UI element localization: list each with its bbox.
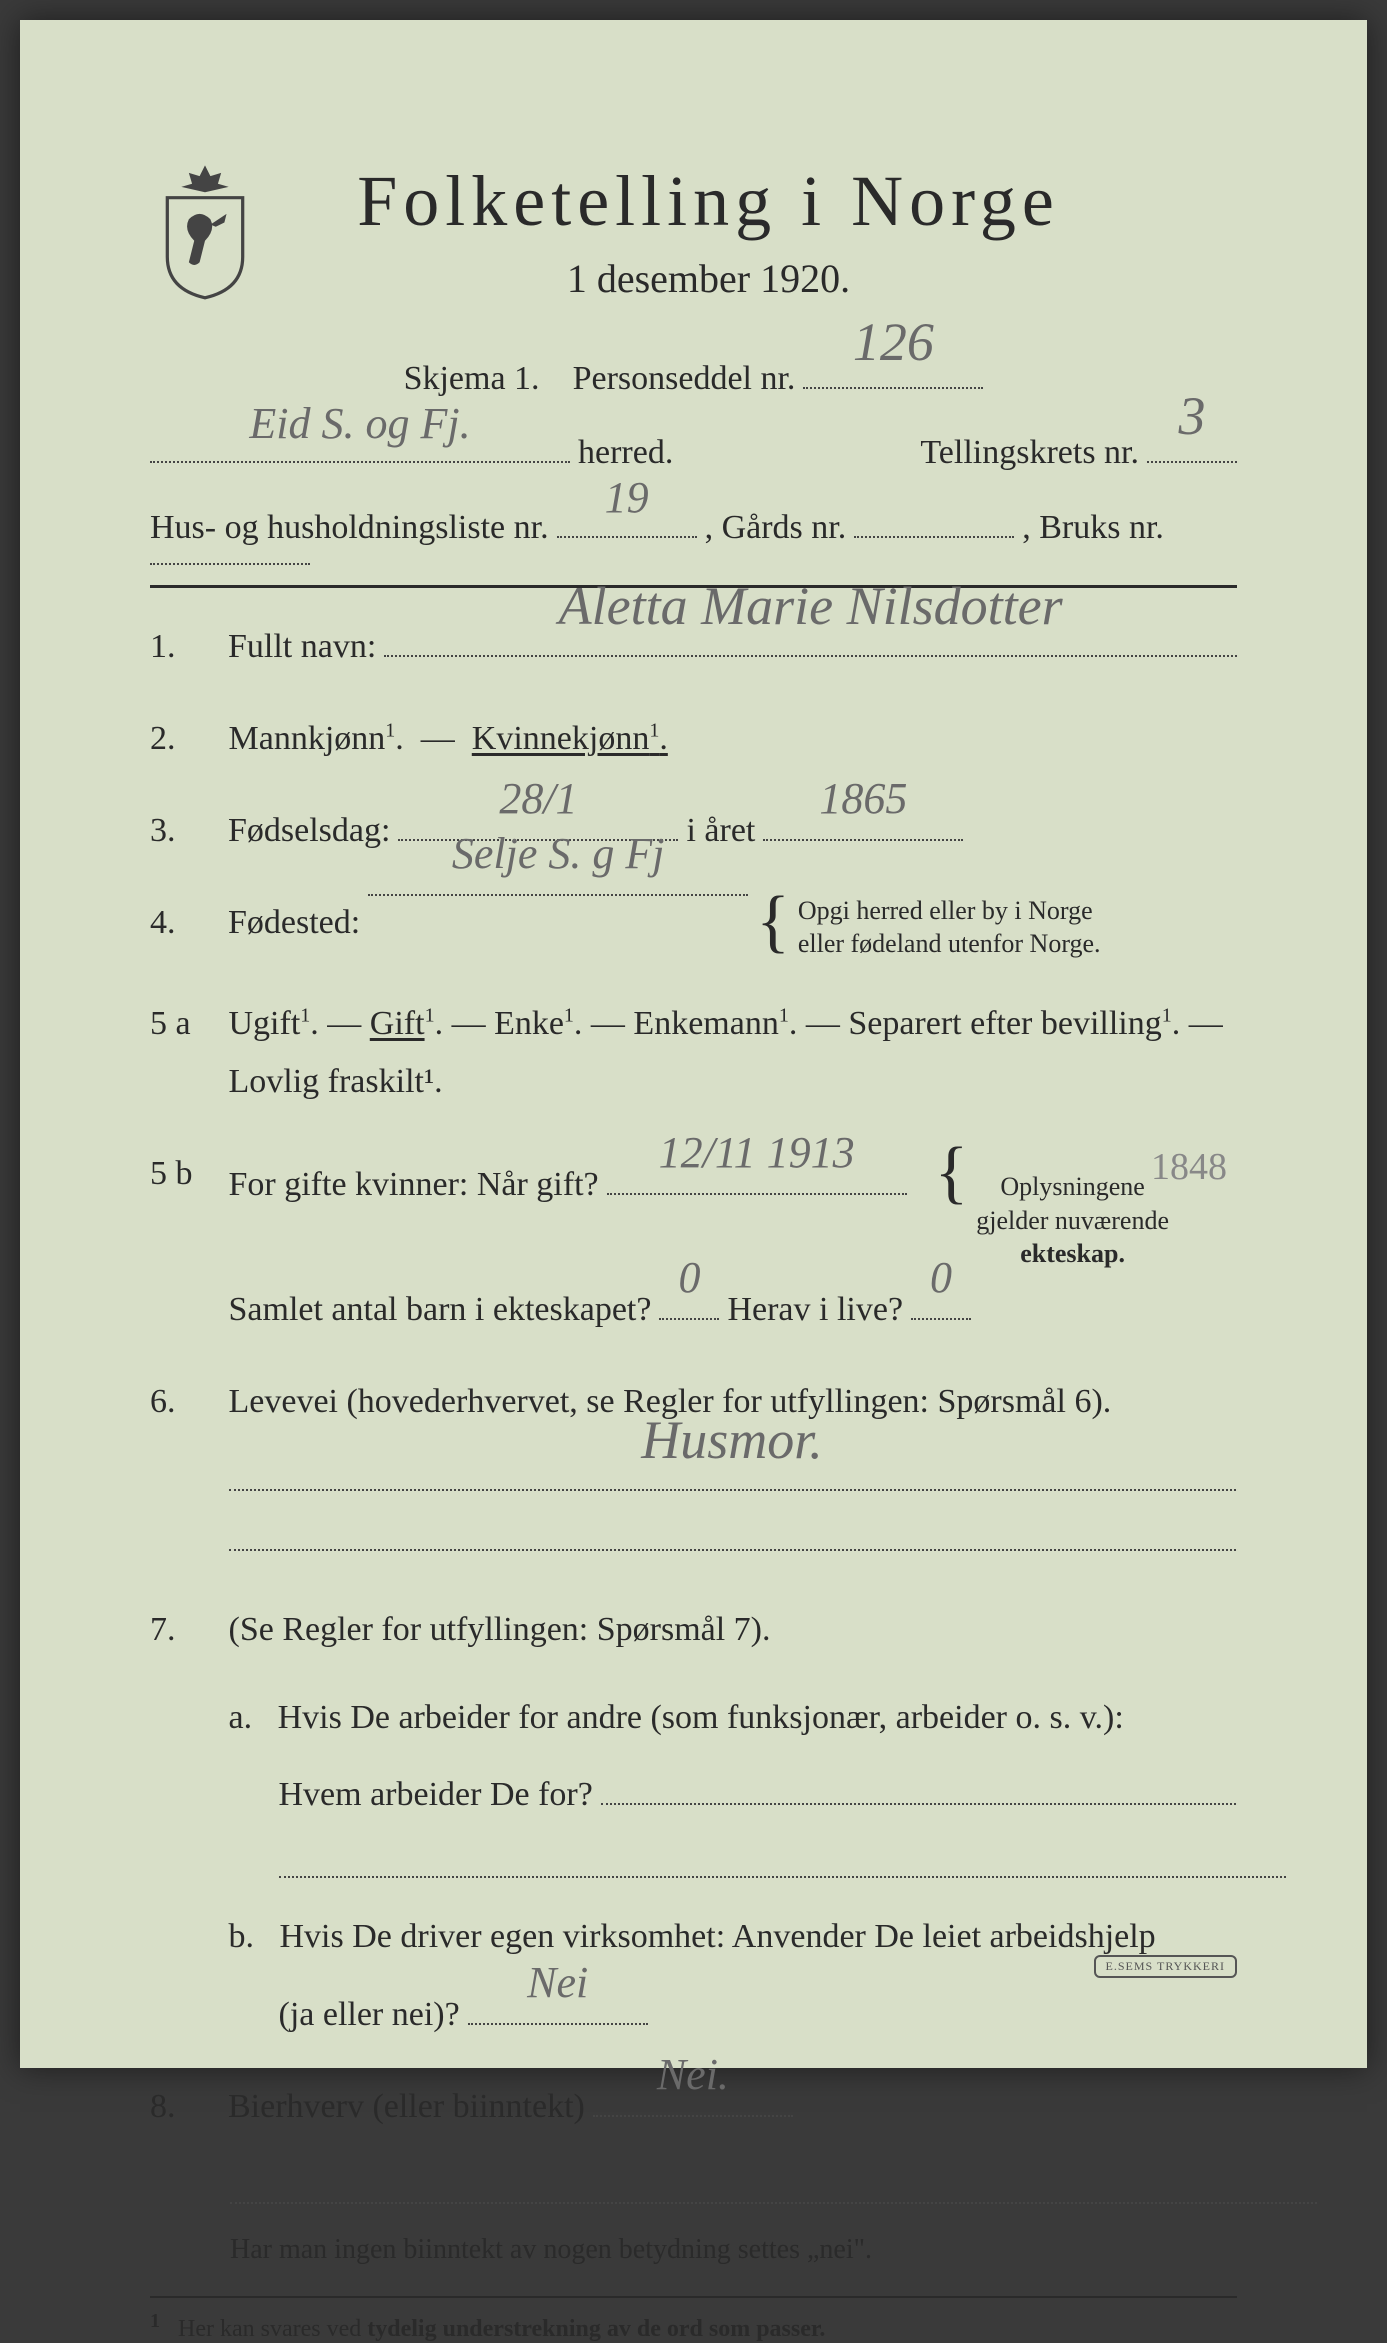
husliste-field: 19 bbox=[557, 536, 697, 538]
q7b-text: Hvis De driver egen virksomhet: Anvender… bbox=[280, 1918, 1156, 1955]
q8-row: 8. Bierhverv (eller biinntekt) Nei. bbox=[150, 2078, 1237, 2136]
title-block: Folketelling i Norge 1 desember 1920. bbox=[290, 160, 1237, 302]
q7b-line2: (ja eller nei)? Nei bbox=[279, 1986, 1236, 2044]
q3-year-field: 1865 bbox=[763, 839, 963, 841]
footnote-divider bbox=[150, 2296, 1237, 2298]
q2-mann: Mannkjønn1. bbox=[229, 720, 404, 757]
coat-of-arms-icon bbox=[150, 160, 260, 300]
tellingskrets-field: 3 bbox=[1147, 461, 1237, 463]
tellingskrets-value: 3 bbox=[1147, 373, 1237, 459]
q7-row: 7. (Se Regler for utfyllingen: Spørsmål … bbox=[150, 1601, 1237, 2044]
q1-label: Fullt navn: bbox=[228, 618, 376, 676]
q7b-label: b. bbox=[229, 1918, 255, 1955]
personseddel-label: Personseddel nr. bbox=[573, 352, 796, 406]
brace-icon: { bbox=[756, 894, 790, 950]
census-form-page: Folketelling i Norge 1 desember 1920. Sk… bbox=[20, 20, 1367, 2068]
q1-value: Aletta Marie Nilsdotter bbox=[384, 561, 1237, 653]
subtitle: 1 desember 1920. bbox=[290, 255, 1127, 302]
meta-section: Skjema 1. Personseddel nr. 126 Eid S. og… bbox=[150, 352, 1237, 588]
q3-year-value: 1865 bbox=[763, 762, 963, 837]
q3-num: 3. bbox=[150, 802, 220, 860]
q7b-value: Nei bbox=[468, 1946, 648, 2021]
q7a-line2: Hvem arbeider De for? bbox=[279, 1766, 1236, 1824]
q7a-field-2 bbox=[279, 1844, 1286, 1878]
printer-stamp: E.SEMS TRYKKERI bbox=[1094, 1955, 1237, 1978]
q6-body: Levevei (hovederhvervet, se Regler for u… bbox=[229, 1373, 1236, 1551]
q2-kvinne-selected: Kvinnekjønn1. bbox=[472, 720, 668, 757]
q5b-alive-value: 0 bbox=[911, 1241, 971, 1316]
personseddel-value: 126 bbox=[803, 299, 983, 385]
q6-num: 6. bbox=[150, 1373, 220, 1431]
q6-field-2 bbox=[229, 1511, 1236, 1551]
footnote: 1 Her kan svares ved tydelig understrekn… bbox=[150, 2310, 1237, 2343]
q5b-alive-label: Herav i live? bbox=[727, 1281, 903, 1339]
q5b-children-field: 0 bbox=[659, 1318, 719, 1320]
q5a-num: 5 a bbox=[150, 995, 220, 1053]
q8-label: Bierhverv (eller biinntekt) bbox=[228, 2078, 585, 2136]
q4-note: Opgi herred eller by i Norge eller fødel… bbox=[798, 894, 1101, 962]
q8-num: 8. bbox=[150, 2078, 220, 2136]
q7-num: 7. bbox=[150, 1601, 220, 1659]
q7a-text: Hvis De arbeider for andre (som funksjon… bbox=[278, 1699, 1124, 1736]
q1-row: 1. Fullt navn: Aletta Marie Nilsdotter bbox=[150, 618, 1237, 676]
q8-field: Nei. bbox=[593, 2115, 793, 2117]
main-title: Folketelling i Norge bbox=[290, 160, 1127, 243]
side-year: 1848 bbox=[1151, 1135, 1227, 1200]
questions: 1. Fullt navn: Aletta Marie Nilsdotter 2… bbox=[150, 618, 1237, 2342]
gards-field bbox=[854, 536, 1014, 538]
husliste-label: Hus- og husholdningsliste nr. bbox=[150, 501, 549, 555]
husliste-value: 19 bbox=[557, 463, 697, 533]
gards-label: , Gårds nr. bbox=[705, 501, 847, 555]
header: Folketelling i Norge 1 desember 1920. bbox=[150, 160, 1237, 302]
q5b-line1: For gifte kvinner: Når gift? 12/11 1913 … bbox=[229, 1145, 1236, 1271]
q5a-body: Ugift1. — Gift1. — Enke1. — Enkemann1. —… bbox=[229, 995, 1236, 1111]
footer-hint: Har man ingen biinntekt av nogen betydni… bbox=[230, 2234, 1237, 2266]
q5b-line2: Samlet antal barn i ekteskapet? 0 Herav … bbox=[229, 1281, 1236, 1339]
q7b-field: Nei bbox=[468, 2023, 648, 2025]
q5b-children-label: Samlet antal barn i ekteskapet? bbox=[229, 1281, 652, 1339]
q6-row: 6. Levevei (hovederhvervet, se Regler fo… bbox=[150, 1373, 1237, 1551]
q5a-selected: Gift bbox=[370, 1005, 425, 1042]
bruks-field bbox=[150, 563, 310, 565]
q5b-alive-field: 0 bbox=[911, 1318, 971, 1320]
q4-label: Fødested: bbox=[228, 894, 360, 952]
q6-value: Husmor. bbox=[229, 1395, 1236, 1487]
q7-header: (Se Regler for utfyllingen: Spørsmål 7). bbox=[229, 1611, 771, 1648]
q7a-label: a. bbox=[229, 1699, 253, 1736]
q5b-marriage-field: 12/11 1913 bbox=[607, 1193, 907, 1195]
q5a-row: 5 a Ugift1. — Gift1. — Enke1. — Enkemann… bbox=[150, 995, 1237, 1111]
q4-num: 4. bbox=[150, 894, 220, 952]
q5b-children-value: 0 bbox=[659, 1241, 719, 1316]
bruks-label: , Bruks nr. bbox=[1022, 501, 1164, 555]
q1-num: 1. bbox=[150, 618, 220, 676]
q7a-field bbox=[601, 1803, 1236, 1805]
q3-label: Fødselsdag: bbox=[228, 802, 390, 860]
q5b-num: 5 b bbox=[150, 1145, 220, 1203]
q4-value: Selje S. g Fj bbox=[368, 817, 748, 892]
q4-field: Selje S. g Fj bbox=[368, 894, 748, 896]
q5b-marriage-label: For gifte kvinner: Når gift? bbox=[229, 1156, 599, 1214]
q7b-q: (ja eller nei)? bbox=[279, 1986, 460, 2044]
q7b: b. Hvis De driver egen virksomhet: Anven… bbox=[229, 1908, 1236, 2044]
q5b-row: 1848 5 b For gifte kvinner: Når gift? 12… bbox=[150, 1145, 1237, 1339]
personseddel-field: 126 bbox=[803, 387, 983, 389]
q7a: a. Hvis De arbeider for andre (som funks… bbox=[229, 1689, 1236, 1879]
q5b-body: For gifte kvinner: Når gift? 12/11 1913 … bbox=[229, 1145, 1236, 1339]
q2-row: 2. Mannkjønn1. — Kvinnekjønn1. bbox=[150, 710, 1237, 768]
tellingskrets-label: Tellingskrets nr. bbox=[920, 426, 1139, 480]
herred-field: Eid S. og Fj. bbox=[150, 461, 570, 463]
q1-field: Aletta Marie Nilsdotter bbox=[384, 655, 1237, 657]
husliste-row: Hus- og husholdningsliste nr. 19 , Gårds… bbox=[150, 501, 1237, 565]
q7-body: (Se Regler for utfyllingen: Spørsmål 7).… bbox=[229, 1601, 1236, 2044]
herred-value: Eid S. og Fj. bbox=[150, 389, 570, 459]
q7a-q: Hvem arbeider De for? bbox=[279, 1766, 593, 1824]
q4-row: 4. Fødested: Selje S. g Fj { Opgi herred… bbox=[150, 894, 1237, 962]
q8-field-2 bbox=[230, 2170, 1317, 2204]
q5b-note: Oplysningene gjelder nuværende ekteskap. bbox=[976, 1170, 1169, 1271]
q6-field: Husmor. bbox=[229, 1441, 1236, 1491]
q5b-marriage-value: 12/11 1913 bbox=[607, 1116, 907, 1191]
q2-num: 2. bbox=[150, 710, 220, 768]
q8-value: Nei. bbox=[593, 2038, 793, 2113]
brace-icon: { bbox=[935, 1145, 969, 1201]
